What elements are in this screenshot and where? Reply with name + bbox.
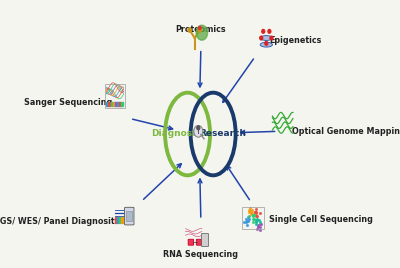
Point [244, 223, 250, 227]
Bar [242, 207, 264, 229]
Point [246, 214, 252, 218]
Bar [108, 102, 110, 106]
Point [253, 222, 260, 226]
Point [250, 217, 257, 222]
Point [256, 219, 263, 224]
Point [241, 220, 247, 224]
Point [253, 210, 260, 215]
Point [258, 222, 264, 226]
Bar [117, 102, 119, 106]
Point [250, 214, 256, 218]
Text: Epigenetics: Epigenetics [269, 36, 322, 45]
Circle shape [199, 26, 201, 29]
Text: Diagnostics: Diagnostics [151, 129, 210, 139]
Point [249, 210, 256, 215]
Bar [115, 102, 117, 106]
Point [253, 219, 259, 224]
Ellipse shape [260, 36, 272, 40]
Point [250, 220, 256, 224]
FancyBboxPatch shape [202, 233, 208, 247]
Point [254, 218, 260, 222]
FancyBboxPatch shape [188, 239, 194, 245]
Bar [119, 217, 120, 223]
Point [254, 225, 261, 229]
Text: Proteomics: Proteomics [176, 25, 226, 34]
Point [255, 222, 261, 227]
Point [256, 228, 263, 232]
Point [243, 219, 250, 223]
Bar [121, 217, 122, 223]
Circle shape [260, 36, 263, 40]
Point [250, 213, 257, 217]
Circle shape [268, 29, 271, 33]
Text: Optical Genome Mapping: Optical Genome Mapping [292, 127, 400, 136]
Point [248, 209, 254, 213]
Circle shape [194, 125, 203, 137]
Point [247, 206, 254, 210]
Bar [106, 102, 108, 106]
FancyBboxPatch shape [196, 239, 202, 245]
Text: Research: Research [199, 129, 246, 139]
Text: WGS/ WES/ Panel Diagnositc: WGS/ WES/ Panel Diagnositc [0, 217, 119, 226]
Point [253, 207, 259, 211]
Point [255, 224, 262, 229]
Point [249, 207, 255, 212]
Circle shape [188, 28, 191, 32]
Point [256, 211, 263, 215]
Point [254, 217, 260, 221]
Point [254, 214, 260, 218]
Circle shape [196, 25, 208, 40]
Point [252, 214, 259, 218]
Bar [119, 102, 121, 106]
FancyBboxPatch shape [124, 207, 134, 225]
Bar [122, 102, 124, 106]
Point [252, 219, 259, 224]
Point [250, 217, 256, 221]
Point [244, 219, 251, 223]
Circle shape [270, 36, 273, 40]
Point [245, 209, 252, 214]
Point [243, 219, 249, 224]
Point [245, 215, 251, 219]
Point [256, 225, 263, 229]
Text: RNA Sequencing: RNA Sequencing [163, 250, 238, 259]
Point [253, 217, 260, 222]
Circle shape [262, 29, 265, 33]
Point [256, 218, 262, 222]
Point [253, 211, 259, 215]
Point [246, 217, 253, 221]
Point [248, 212, 254, 216]
Point [250, 213, 256, 217]
Point [254, 226, 260, 231]
Point [246, 207, 252, 212]
Ellipse shape [260, 42, 272, 47]
Point [251, 213, 258, 217]
Bar [111, 102, 112, 106]
Point [252, 210, 259, 214]
Text: Sanger Sequencing: Sanger Sequencing [24, 98, 112, 106]
Bar [115, 217, 116, 223]
Bar [113, 102, 115, 106]
Point [252, 210, 258, 214]
Bar [117, 217, 118, 223]
Bar [126, 211, 132, 221]
Point [248, 210, 254, 214]
Point [243, 217, 249, 222]
Point [256, 222, 263, 226]
Circle shape [265, 42, 268, 45]
Circle shape [198, 28, 202, 32]
Circle shape [197, 126, 200, 130]
Text: Single Cell Sequencing: Single Cell Sequencing [269, 215, 373, 224]
